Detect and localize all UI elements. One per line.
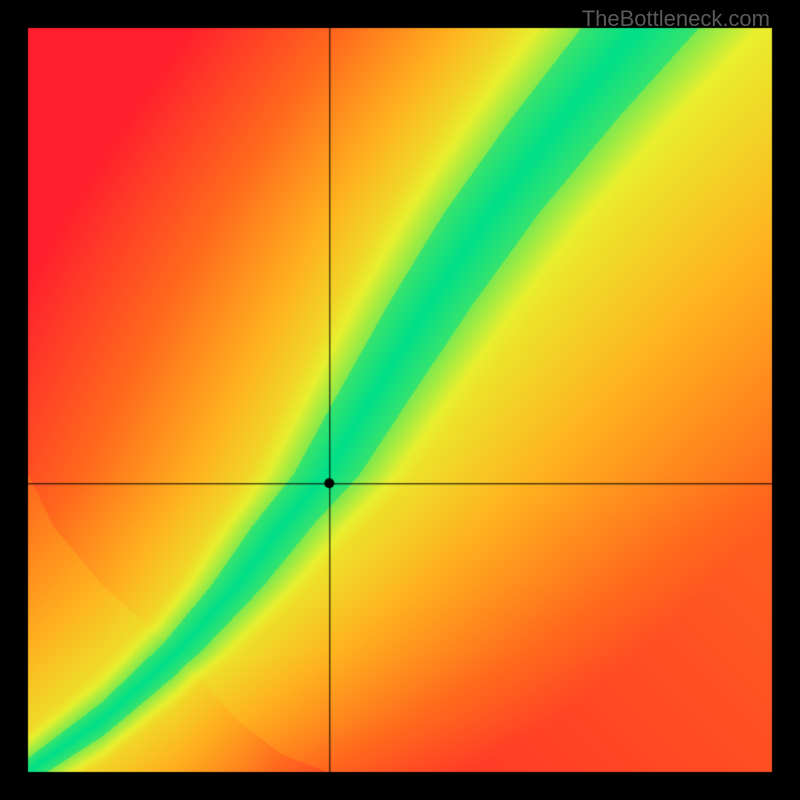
bottleneck-heatmap [0, 0, 800, 800]
watermark-text: TheBottleneck.com [582, 6, 770, 32]
